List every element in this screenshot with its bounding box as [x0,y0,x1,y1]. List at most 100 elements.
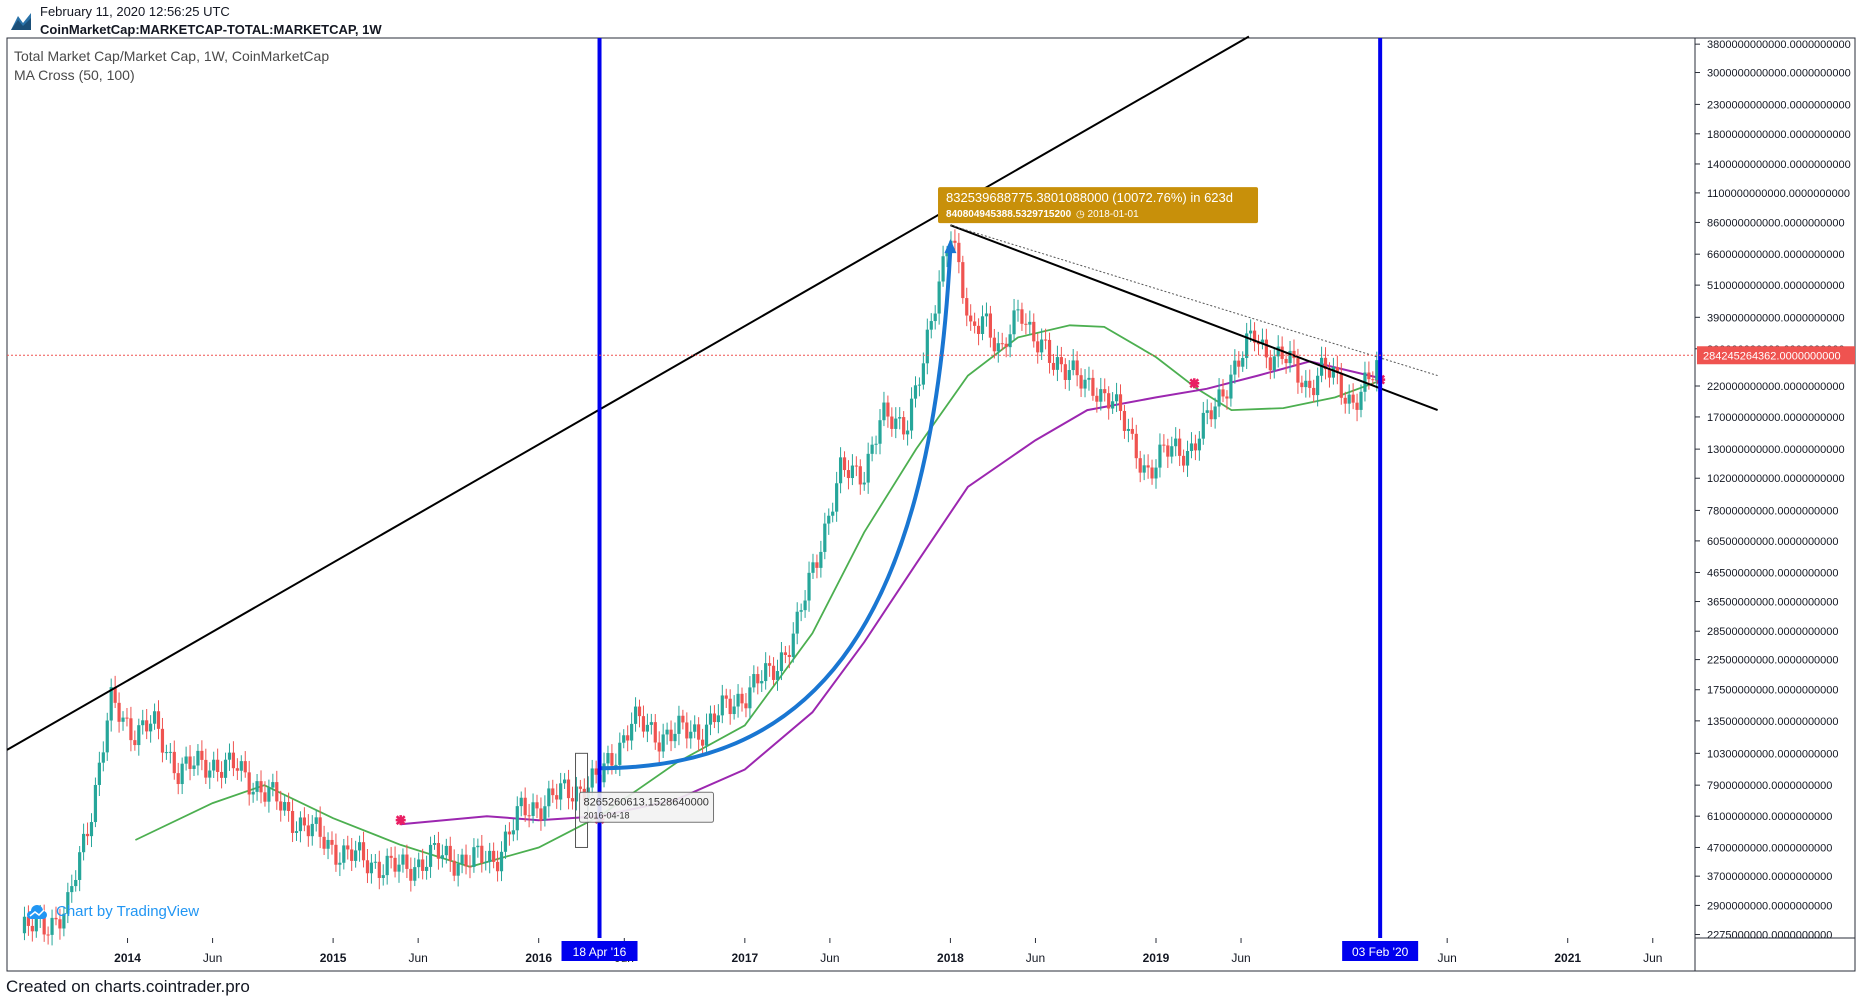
candle-body [902,417,906,435]
candle-body [1331,367,1336,378]
y-tick-label: 6100000000.0000000000 [1707,811,1832,823]
candle-body [1146,465,1150,468]
y-tick-label: 2275000000.0000000000 [1707,930,1832,942]
low-label-date: 2016-04-18 [584,810,630,820]
candle-body [1343,397,1347,404]
candle-body [1063,364,1067,380]
candle-body [1154,467,1158,479]
candle-body [969,315,973,322]
candle-body [858,466,862,485]
y-tick-label: 10300000000.0000000000 [1707,748,1839,760]
candle-body [503,831,508,852]
candle-body [878,420,882,444]
candle-body [507,831,512,835]
candle-body [724,695,728,699]
candle-body [133,740,137,746]
candle-body [188,756,192,769]
cloud-icon [27,904,47,919]
candle-body [1075,360,1079,376]
candle-body [1055,357,1060,370]
x-tick-label: Jun [1643,951,1662,965]
candle-body [1205,410,1209,413]
candle-body [1300,382,1304,388]
candle-body [184,756,188,764]
candle-body [251,791,255,795]
y-tick-label: 60500000000.0000000000 [1707,536,1839,548]
candle-body [760,681,764,684]
candle-body [578,786,582,789]
candle-body [610,753,614,766]
y-tick-label: 17500000000.0000000000 [1707,685,1839,697]
candle-body [681,715,685,723]
candle-body [373,861,377,863]
candle-body [1178,438,1182,456]
candle-body [1158,444,1162,468]
candle-body [531,802,535,816]
y-tick-label: 2300000000000.0000000000 [1707,99,1851,111]
date-marker-badge [1342,941,1419,961]
candle-body [929,321,933,330]
measure-line1: 832539688775.3801088000 (10072.76%) in 6… [946,190,1233,205]
candle-body [965,298,969,316]
y-tick-label: 2900000000.0000000000 [1707,900,1832,912]
candle-body [417,859,421,868]
ma50-line [135,324,1381,868]
tradingview-brand[interactable]: Chart by TradingView [26,903,199,920]
candle-body [1162,444,1166,446]
candle-body [630,723,634,741]
candle-body [704,724,709,746]
candle-body [1335,367,1339,373]
candle-body [168,751,172,753]
candle-body [803,600,807,611]
candle-body [85,833,90,837]
candle-body [74,879,78,887]
candle-body [1359,391,1363,410]
x-tick-label: 2014 [114,951,141,965]
candle-body [464,854,468,867]
y-tick-label: 130000000000.0000000000 [1707,444,1845,456]
candle-body [838,457,843,484]
candle-body [1347,394,1351,404]
candle-body [66,892,70,914]
candle-body [614,764,618,766]
candle-body [535,802,539,809]
y-tick-label: 13500000000.0000000000 [1707,716,1839,728]
candle-body [389,855,393,858]
candle-body [744,703,748,709]
pane-title[interactable]: Total Market Cap/Market Cap, 1W, CoinMar… [14,48,330,64]
candle-body [669,729,673,742]
candle-body [941,256,945,282]
candle-body [1008,334,1012,348]
candle-body [756,674,760,684]
candle-body [350,849,354,861]
candle-body [62,913,66,929]
candle-body [633,706,638,724]
y-tick-label: 390000000000.0000000000 [1707,312,1845,324]
candle-body [1268,357,1272,371]
candle-body [227,752,232,760]
candle-body [945,252,949,257]
candle-body [1209,410,1213,420]
candle-body [495,861,500,872]
candle-body [626,735,630,741]
measure-box [938,187,1259,224]
x-tick-label: Jun [1231,951,1250,965]
candle-body [310,823,314,837]
candle-body [1371,379,1375,381]
candle-body [176,773,180,785]
candle-body [764,663,768,682]
candle-body [326,839,330,849]
candle-body [689,731,693,739]
candle-body [290,810,295,833]
candle-body [566,779,571,799]
candle-body [322,836,326,849]
symbol-line: CoinMarketCap:MARKETCAP-TOTAL:MARKETCAP,… [40,22,382,37]
candle-body [1087,377,1091,380]
candle-body [913,385,918,399]
y-tick-label: 510000000000.0000000000 [1707,280,1845,292]
candle-body [109,687,113,721]
candle-body [894,418,898,429]
candle-body [476,845,480,848]
indicator-label[interactable]: MA Cross (50, 100) [14,67,135,83]
candle-body [645,724,649,732]
